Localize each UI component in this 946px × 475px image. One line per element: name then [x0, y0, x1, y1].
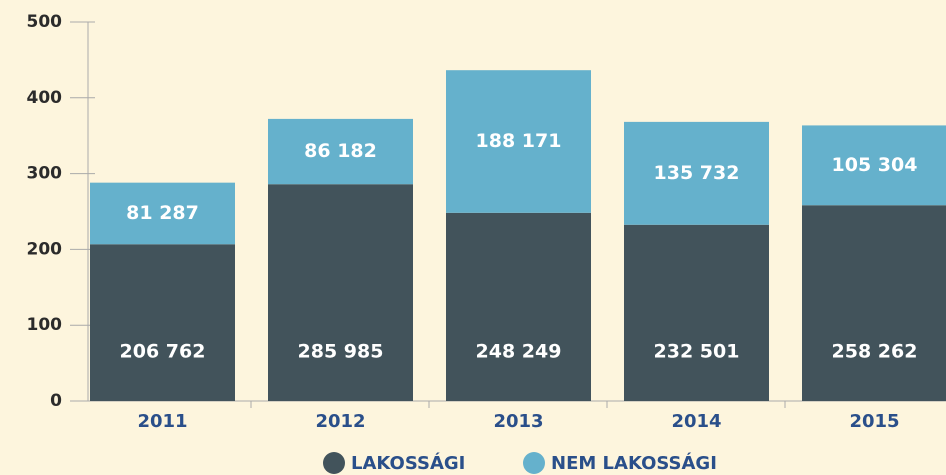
legend-label: LAKOSSÁGI	[351, 452, 465, 474]
bar-segment	[446, 212, 591, 401]
y-tick-label: 100	[27, 315, 63, 335]
bar-segment	[802, 205, 946, 401]
x-tick-label: 2013	[493, 411, 543, 432]
value-label: 188 171	[476, 130, 562, 152]
bar-segment	[624, 224, 769, 401]
x-tick-label: 2014	[671, 411, 721, 432]
value-label: 258 262	[832, 341, 918, 363]
y-tick-label: 200	[27, 239, 63, 259]
value-label: 81 287	[126, 202, 199, 224]
value-label: 206 762	[120, 341, 206, 363]
bar-segment	[90, 244, 235, 401]
legend-swatch	[523, 452, 545, 474]
value-label: 135 732	[654, 162, 740, 184]
legend-swatch	[323, 452, 345, 474]
value-label: 86 182	[304, 140, 377, 162]
x-tick-label: 2011	[137, 411, 187, 432]
y-tick-label: 400	[27, 88, 63, 108]
y-tick-label: 300	[27, 164, 63, 184]
value-label: 285 985	[298, 341, 384, 363]
value-label: 232 501	[654, 341, 740, 363]
legend-label: NEM LAKOSSÁGI	[551, 452, 717, 474]
bar-segment	[802, 125, 946, 206]
bar-segment	[268, 184, 413, 401]
x-tick-label: 2015	[849, 411, 899, 432]
x-tick-label: 2012	[315, 411, 365, 432]
bar-segment	[268, 118, 413, 185]
value-label: 105 304	[832, 154, 918, 176]
bar-segment	[446, 70, 591, 213]
y-tick-label: 500	[27, 12, 63, 32]
value-label: 248 249	[476, 341, 562, 363]
y-tick-label: 0	[50, 391, 62, 411]
bar-segment	[90, 182, 235, 245]
bar-segment	[624, 121, 769, 225]
